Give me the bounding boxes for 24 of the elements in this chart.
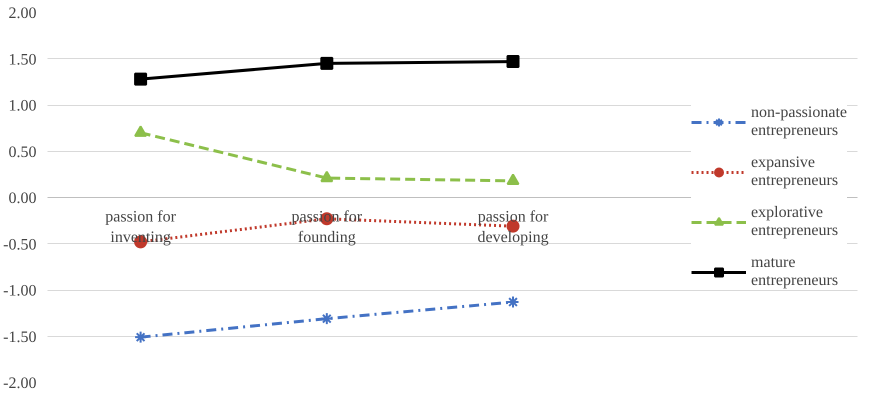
point bbox=[506, 296, 520, 309]
legend-label: non-passionate entrepreneurs bbox=[751, 104, 847, 140]
y-tick-label: 1.00 bbox=[8, 98, 36, 114]
x-tick-label: passion for developing bbox=[477, 208, 550, 246]
point bbox=[320, 56, 334, 70]
x-tick-label: passion for inventing bbox=[105, 208, 177, 246]
y-tick-label: 2.00 bbox=[8, 5, 36, 22]
point bbox=[134, 330, 148, 344]
y-tick-label: 0.00 bbox=[8, 190, 36, 207]
y-tick-label: -2.00 bbox=[3, 375, 36, 392]
point bbox=[506, 55, 520, 68]
point bbox=[506, 174, 520, 186]
point bbox=[320, 312, 334, 326]
legend-label: mature entrepreneurs bbox=[751, 254, 838, 290]
point bbox=[320, 170, 334, 182]
y-tick-label: -1.00 bbox=[3, 282, 36, 300]
y-tick-label: -0.50 bbox=[3, 236, 36, 254]
y-tick-label: 1.50 bbox=[8, 51, 36, 68]
y-tick-label: -1.50 bbox=[3, 328, 36, 346]
point bbox=[134, 125, 148, 137]
y-tick-label: 0.50 bbox=[8, 144, 36, 161]
legend-label: explorative entrepreneurs bbox=[751, 204, 838, 240]
point bbox=[134, 72, 148, 86]
legend-label: expansive entrepreneurs bbox=[751, 154, 838, 190]
